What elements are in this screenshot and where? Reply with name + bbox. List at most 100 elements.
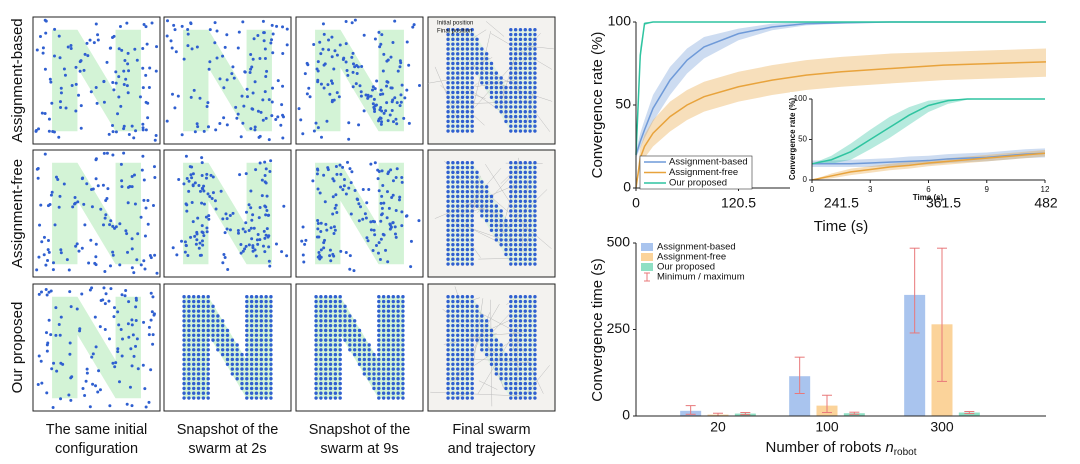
robot: [324, 295, 328, 299]
robot: [518, 377, 523, 381]
robot: [499, 76, 503, 80]
robot: [88, 405, 92, 409]
robot: [451, 175, 455, 179]
robot: [533, 90, 537, 95]
robot: [518, 391, 523, 395]
robot: [470, 161, 474, 165]
robot: [101, 223, 105, 227]
robot: [446, 209, 450, 213]
robot: [518, 209, 523, 213]
trajectory: [471, 33, 541, 112]
robot: [357, 343, 362, 347]
robot: [105, 60, 109, 64]
robot: [446, 309, 450, 313]
robot: [386, 323, 391, 328]
robot: [518, 348, 523, 352]
robot: [256, 33, 260, 37]
robot: [533, 343, 537, 347]
robot: [43, 67, 47, 71]
robot: [451, 185, 455, 189]
robot: [456, 185, 460, 189]
robot: [259, 314, 263, 318]
robot: [386, 314, 391, 318]
robot: [254, 295, 259, 299]
robot: [528, 119, 532, 124]
robot: [411, 25, 415, 29]
robot: [513, 238, 518, 242]
robot: [187, 304, 191, 309]
robot: [354, 82, 358, 86]
robot: [269, 362, 273, 366]
robot: [533, 372, 537, 376]
trajectory: [477, 322, 521, 395]
robot: [333, 323, 338, 328]
robot: [518, 386, 523, 391]
robot: [343, 314, 347, 318]
robot: [509, 348, 513, 352]
y-axis-label: Convergence time (s): [589, 258, 606, 401]
robot: [396, 299, 400, 304]
robot: [381, 295, 386, 299]
robot: [513, 56, 518, 61]
robot: [187, 299, 191, 304]
robot: [247, 229, 251, 233]
robot: [330, 81, 334, 85]
robot: [446, 56, 450, 61]
robot: [396, 343, 400, 347]
error-bar: [964, 411, 975, 415]
robot: [201, 328, 206, 333]
robot: [314, 343, 318, 347]
robot: [396, 309, 400, 313]
robot: [391, 377, 395, 381]
robot: [84, 379, 88, 383]
robot: [216, 333, 220, 338]
robot: [533, 243, 537, 247]
robot: [87, 261, 91, 265]
robot: [206, 319, 210, 323]
robot: [518, 352, 523, 357]
robot: [446, 386, 450, 391]
robot: [470, 338, 474, 342]
robot: [518, 238, 523, 242]
legend-label: Assignment-based: [657, 242, 736, 253]
robot: [338, 381, 342, 386]
robot: [89, 238, 93, 242]
robot: [489, 71, 494, 75]
robot: [68, 290, 72, 294]
robot: [362, 352, 367, 357]
robot: [138, 95, 142, 99]
robot: [533, 95, 537, 99]
robot: [192, 367, 196, 371]
robot: [460, 180, 465, 184]
robot: [456, 124, 460, 128]
robot: [201, 323, 206, 328]
robot: [201, 386, 206, 391]
robot: [254, 377, 259, 381]
robot: [324, 309, 328, 313]
robot: [225, 343, 230, 347]
robot: [230, 367, 235, 371]
robot: [187, 343, 191, 347]
robot: [528, 90, 532, 95]
robot: [324, 381, 328, 386]
robot: [333, 396, 338, 400]
robot: [327, 48, 331, 52]
robot: [518, 396, 523, 400]
robot: [470, 194, 474, 199]
robot: [196, 299, 201, 304]
robot: [460, 37, 465, 42]
robot: [74, 244, 78, 248]
robot: [338, 343, 342, 347]
robot: [141, 86, 145, 90]
robot: [149, 318, 153, 322]
robot: [249, 67, 253, 71]
robot: [192, 343, 196, 347]
robot: [269, 357, 273, 362]
robot: [334, 203, 338, 207]
robot: [39, 290, 43, 294]
robot: [319, 338, 323, 342]
robot: [460, 61, 465, 66]
robot: [315, 235, 319, 239]
robot: [348, 167, 352, 171]
robot: [470, 228, 474, 232]
